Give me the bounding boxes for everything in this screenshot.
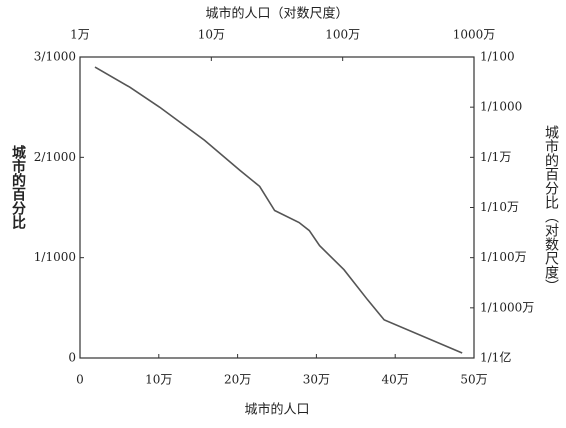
y2-tick-label: 1/1000	[480, 100, 522, 114]
x2-tick-label: 1万	[70, 28, 90, 42]
y2-tick-label: 1/1000万	[480, 300, 534, 314]
x-tick-label: 40万	[382, 373, 409, 387]
x-axis-label: 城市的人口	[244, 402, 309, 418]
y-tick-label: 2/1000	[34, 150, 76, 164]
data-line	[94, 66, 463, 354]
y-tick-label: 3/1000	[34, 50, 76, 64]
x-tick-label: 30万	[303, 373, 330, 387]
x2-tick-label: 1000万	[453, 28, 496, 42]
x-tick-label: 20万	[224, 373, 251, 387]
y2-tick-label: 1/100	[480, 50, 515, 64]
y-axis-label: 城市的百分比	[10, 144, 26, 230]
x-tick-label: 50万	[460, 373, 487, 387]
x-tick-label: 0	[76, 373, 84, 387]
plot-frame	[79, 56, 475, 359]
y2-tick-label: 1/1亿	[480, 350, 511, 365]
x2-tick-label: 10万	[198, 28, 225, 42]
x-tick-label: 10万	[145, 373, 172, 387]
x2-tick-label: 100万	[325, 28, 360, 42]
y2-tick-label: 1/1万	[480, 150, 511, 164]
x2-axis-label: 城市的人口（对数尺度）	[205, 6, 348, 22]
y-tick-label: 0	[68, 351, 76, 365]
y2-axis-label: 城市的百分比（对数尺度）	[543, 125, 559, 293]
y2-tick-label: 1/10万	[480, 200, 519, 214]
y-tick-label: 1/1000	[34, 250, 76, 264]
y2-tick-label: 1/100万	[480, 250, 527, 264]
